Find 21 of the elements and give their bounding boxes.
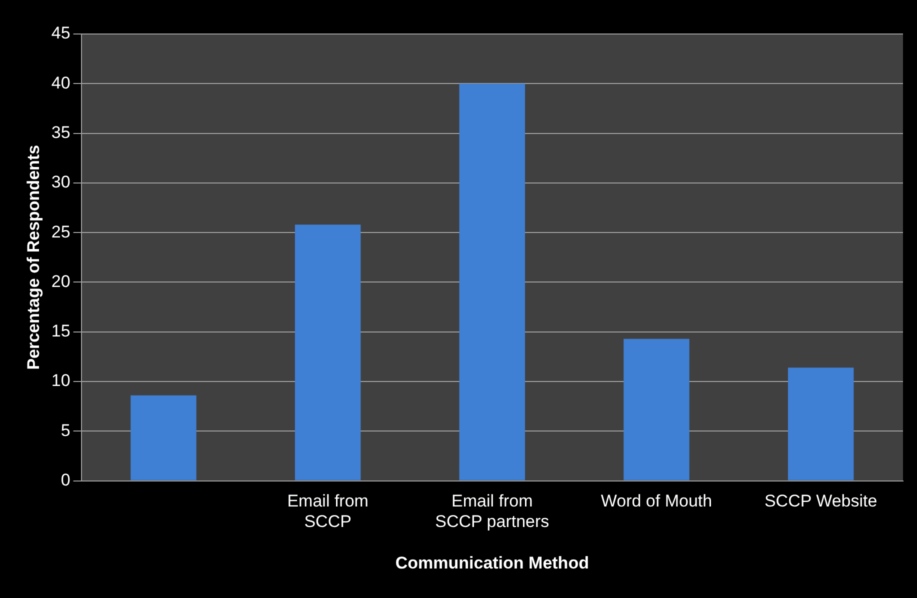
bar: [624, 338, 690, 480]
x-tick-label: SCCP Website: [764, 492, 878, 511]
y-tick-label: 25: [51, 222, 70, 242]
y-tick-label: 5: [60, 420, 70, 440]
y-tick-label: 15: [51, 322, 70, 341]
y-axis-title: Percentage of Respondents: [24, 144, 43, 370]
bar: [294, 224, 361, 480]
x-tick-label: Word of Mouth: [600, 492, 712, 511]
y-tick-label: 40: [51, 73, 70, 92]
y-tick-label: 20: [51, 272, 70, 291]
x-tick-label: Email from SCCP: [287, 492, 368, 532]
y-tick-label: 10: [51, 371, 70, 390]
bar: [788, 368, 854, 480]
bar: [130, 395, 196, 480]
x-tick-label: Email from SCCP partners: [435, 492, 550, 532]
bar: [459, 84, 526, 480]
x-axis-title: Communication Method: [395, 553, 589, 572]
y-tick-label: 45: [51, 24, 70, 43]
y-tick-label: 30: [51, 172, 70, 192]
y-tick-label: 0: [60, 470, 70, 490]
y-tick-label: 35: [51, 122, 70, 142]
